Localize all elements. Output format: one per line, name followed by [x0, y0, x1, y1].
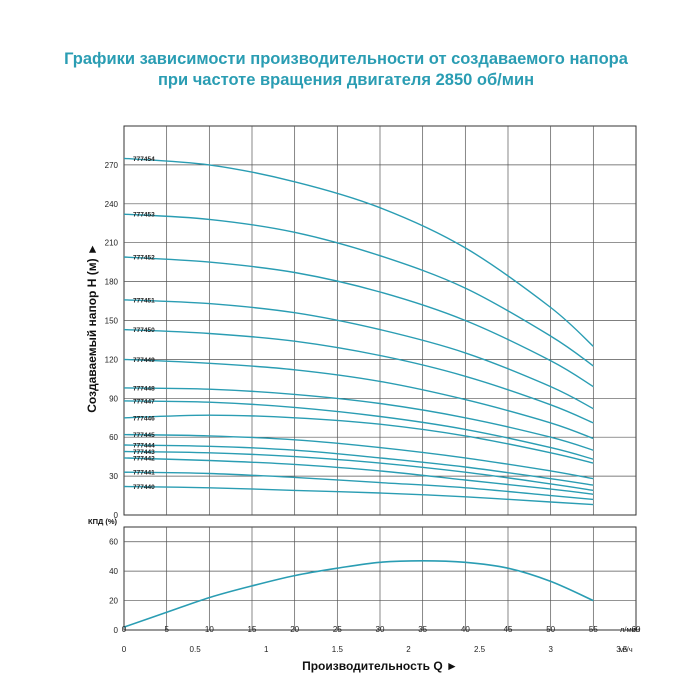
x-tick-lpm: 50: [546, 625, 555, 634]
x-axis-ticks: 0 5 10 15 20 25 30 35 40 45 50 55 60 0 0.5 1 1.5 2 2.5 3 3.5: [122, 625, 641, 654]
head-curve-label: 777449: [133, 357, 155, 364]
head-y-tick-label: 240: [105, 200, 119, 209]
head-curve-777444: [123, 444, 594, 486]
x-tick-m3h: 1: [264, 645, 269, 654]
head-y-axis-title: Создаваемый напор H (м) ►: [85, 243, 99, 413]
efficiency-curve-group: [123, 559, 594, 628]
x-tick-lpm: 10: [205, 625, 214, 634]
head-y-tick-label: 0: [114, 511, 119, 520]
x-tick-m3h: 1.5: [332, 645, 344, 654]
head-curve-label: 777448: [133, 385, 155, 392]
head-curve-777450: [123, 328, 594, 424]
x-tick-m3h: 2: [406, 645, 411, 654]
efficiency-axis-title: КПД (%): [88, 517, 118, 526]
head-curve-777451: [123, 299, 594, 410]
x-tick-lpm: 45: [504, 625, 513, 634]
x-tick-lpm: 35: [418, 625, 427, 634]
head-curve-label: 777443: [133, 449, 155, 456]
head-y-tick-label: 210: [105, 239, 119, 248]
efficiency-chart-y-ticks: 0 20 40 60: [109, 538, 118, 635]
efficiency-y-tick-label: 0: [114, 626, 119, 635]
efficiency-y-tick-label: 60: [109, 538, 118, 547]
head-curve-777441: [123, 471, 594, 501]
x-tick-lpm: 60: [632, 625, 641, 634]
head-y-tick-label: 90: [109, 394, 118, 403]
head-y-tick-label: 120: [105, 355, 119, 364]
head-curves: [123, 157, 594, 506]
head-curve-label: 777454: [133, 156, 155, 163]
head-curve-label: 777452: [133, 254, 155, 261]
head-curve-777449: [123, 358, 594, 440]
head-curve-777442: [123, 457, 594, 495]
head-y-tick-label: 270: [105, 161, 119, 170]
chart-title-line-1: Графики зависимости производительности о…: [64, 50, 629, 68]
head-curve-label: 777440: [133, 484, 155, 491]
x-tick-lpm: 0: [122, 625, 127, 634]
chart-title-line-2: при частоте вращения двигателя 2850 об/м…: [158, 71, 534, 89]
head-curve-label: 777446: [133, 415, 155, 422]
x-tick-lpm: 55: [589, 625, 598, 634]
efficiency-chart: 0 20 40 60 КПД (%): [88, 517, 637, 635]
x-axis-title: Производительность Q ►: [302, 659, 458, 673]
head-curve-label: 777447: [133, 398, 155, 405]
x-tick-lpm: 40: [461, 625, 470, 634]
head-curve-label: 777453: [133, 212, 155, 219]
head-curve-777445: [123, 433, 594, 480]
head-curve-label: 777442: [133, 455, 155, 462]
efficiency-y-tick-label: 40: [109, 567, 118, 576]
head-curve-777454: [123, 157, 594, 347]
x-tick-m3h: 0.5: [190, 645, 202, 654]
head-curve-777446: [123, 414, 594, 464]
head-curve-label: 777444: [133, 442, 155, 449]
head-y-tick-label: 60: [109, 433, 118, 442]
head-curve-777447: [123, 400, 594, 460]
head-y-tick-label: 180: [105, 278, 119, 287]
head-curve-777448: [123, 387, 594, 451]
x-tick-m3h: 3: [548, 645, 553, 654]
head-curve-label: 777450: [133, 327, 155, 334]
x-axis-unit-lpm: л/мин: [620, 625, 640, 634]
head-y-tick-label: 150: [105, 317, 119, 326]
head-curve-777443: [123, 450, 594, 492]
x-tick-m3h: 2.5: [474, 645, 486, 654]
x-tick-m3h: 0: [122, 645, 127, 654]
head-curve-777452: [123, 256, 594, 388]
efficiency-curve: [123, 559, 594, 628]
x-tick-lpm: 20: [290, 625, 299, 634]
head-chart-grid: [124, 126, 636, 515]
head-y-tick-label: 30: [109, 472, 118, 481]
efficiency-y-tick-label: 20: [109, 597, 118, 606]
x-tick-lpm: 5: [164, 625, 169, 634]
head-curve-777453: [123, 213, 594, 367]
x-tick-lpm: 15: [248, 625, 257, 634]
head-curve-777440: [123, 485, 594, 506]
head-curve-label: 777441: [133, 470, 155, 477]
x-tick-lpm: 25: [333, 625, 342, 634]
head-chart-y-ticks: 0 30 60 90 120 150 180 210 240 270: [105, 161, 119, 520]
head-curve-label: 777451: [133, 297, 155, 304]
head-curve-label: 777445: [133, 432, 155, 439]
efficiency-chart-grid: [124, 527, 636, 630]
x-tick-lpm: 30: [376, 625, 385, 634]
x-tick-m3h: 3.5: [616, 645, 628, 654]
x-axis-unit-m3h: м³/ч: [619, 645, 633, 654]
